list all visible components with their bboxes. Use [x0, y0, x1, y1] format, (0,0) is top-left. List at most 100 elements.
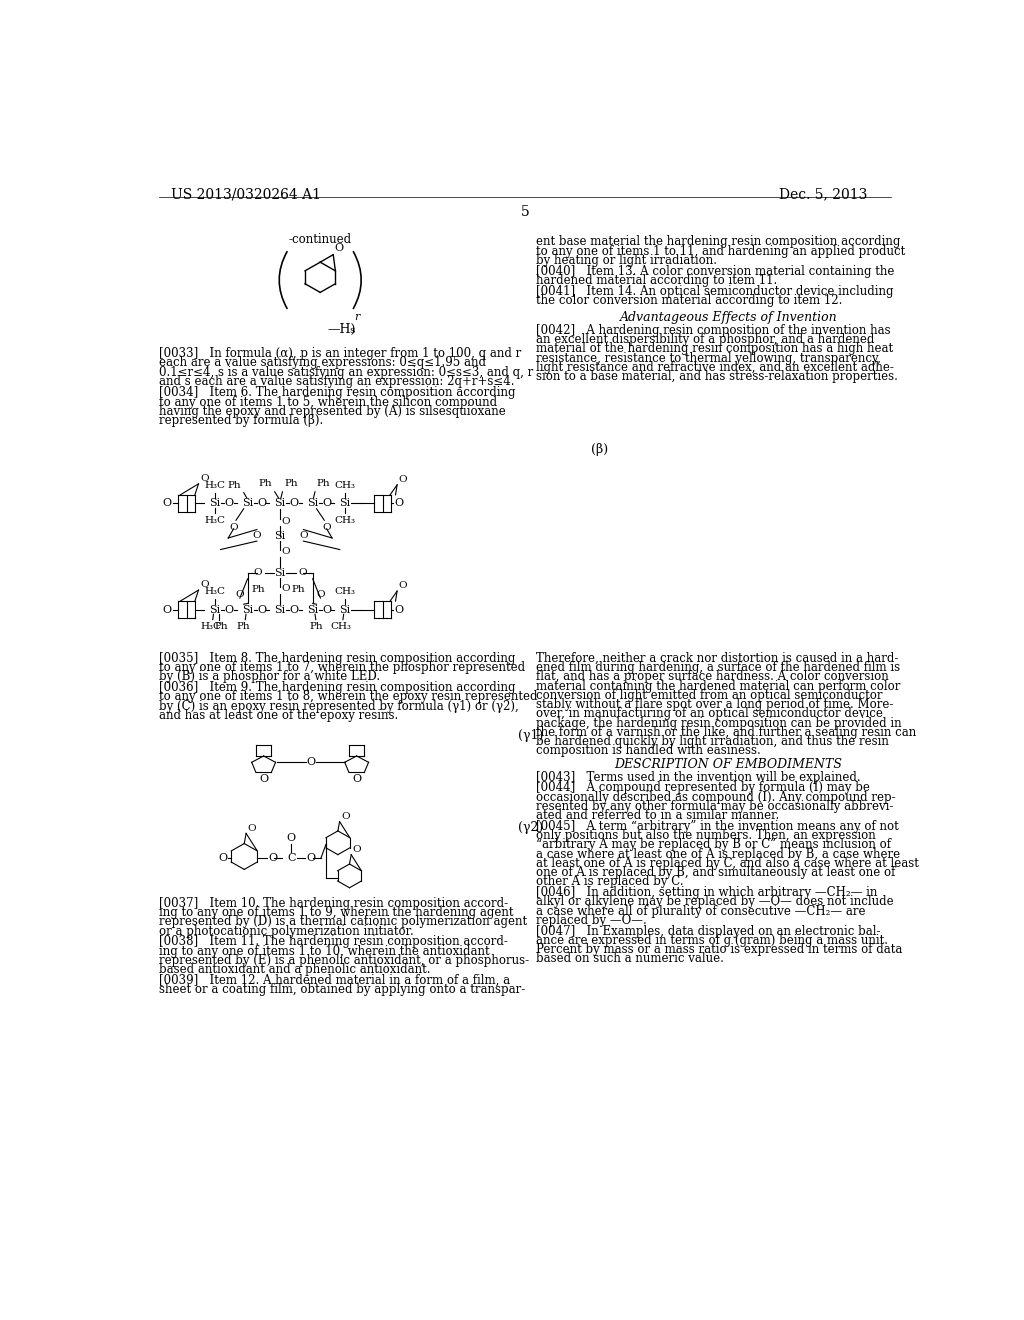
Text: Percent by mass or a mass ratio is expressed in terms of data: Percent by mass or a mass ratio is expre… [537, 942, 903, 956]
Text: O: O [218, 853, 227, 863]
Text: based on such a numeric value.: based on such a numeric value. [537, 952, 724, 965]
Text: Si: Si [274, 605, 286, 615]
Text: material containing the hardened material can perform color: material containing the hardened materia… [537, 680, 901, 693]
Text: ance are expressed in terms of g (gram) being a mass unit.: ance are expressed in terms of g (gram) … [537, 933, 889, 946]
Text: by (C) is an epoxy resin represented by formula (γ1) or (γ2),: by (C) is an epoxy resin represented by … [159, 700, 519, 713]
Text: O: O [282, 585, 291, 593]
Text: r: r [354, 313, 359, 322]
Text: Ph: Ph [227, 480, 242, 490]
Text: O: O [200, 474, 209, 483]
Text: O: O [282, 516, 291, 525]
Text: to any one of items 1 to 7, wherein the phosphor represented: to any one of items 1 to 7, wherein the … [159, 661, 525, 675]
Text: O: O [259, 774, 268, 784]
Text: ated and referred to in a similar manner.: ated and referred to in a similar manner… [537, 809, 779, 822]
Text: flat, and has a proper surface hardness. A color conversion: flat, and has a proper surface hardness.… [537, 671, 889, 684]
Text: sheet or a coating film, obtained by applying onto a transpar-: sheet or a coating film, obtained by app… [159, 983, 525, 997]
Text: Ph: Ph [214, 622, 228, 631]
Text: CH₃: CH₃ [335, 587, 355, 595]
Text: O: O [229, 524, 238, 532]
Text: to any one of items 1 to 11, and hardening an applied product: to any one of items 1 to 11, and hardeni… [537, 244, 905, 257]
Text: [0035]   Item 8. The hardening resin composition according: [0035] Item 8. The hardening resin compo… [159, 652, 515, 665]
Text: CH₃: CH₃ [335, 516, 355, 524]
Text: hardened material according to item 11.: hardened material according to item 11. [537, 275, 777, 286]
Text: material of the hardening resin composition has a high heat: material of the hardening resin composit… [537, 342, 894, 355]
Text: 0.1≤r≤4, s is a value satisfying an expression: 0≤s≤3, and q, r: 0.1≤r≤4, s is a value satisfying an expr… [159, 366, 534, 379]
Text: O: O [298, 568, 306, 577]
Text: Advantageous Effects of Invention: Advantageous Effects of Invention [620, 312, 838, 323]
Text: O: O [253, 531, 261, 540]
Text: O: O [236, 590, 244, 599]
Text: only positions but also the numbers. Then, an expression: only positions but also the numbers. The… [537, 829, 877, 842]
Text: -continued: -continued [289, 234, 352, 246]
Text: replaced by —O—.: replaced by —O—. [537, 913, 647, 927]
Text: O: O [352, 845, 361, 854]
Text: [0040]   Item 13. A color conversion material containing the: [0040] Item 13. A color conversion mater… [537, 264, 895, 277]
Text: [0036]   Item 9. The hardening resin composition according: [0036] Item 9. The hardening resin compo… [159, 681, 515, 694]
Text: and s each are a value satisfying an expression: 2q+r+s≤4.: and s each are a value satisfying an exp… [159, 375, 514, 388]
Text: O: O [394, 605, 403, 615]
Text: H₃C: H₃C [201, 622, 221, 631]
Text: O: O [398, 581, 408, 590]
Text: —H): —H) [328, 323, 356, 337]
Text: [0045]   A term “arbitrary” in the invention means any of not: [0045] A term “arbitrary” in the inventi… [537, 820, 899, 833]
Text: CH₃: CH₃ [331, 622, 352, 631]
Text: [0038]   Item 11. The hardening resin composition accord-: [0038] Item 11. The hardening resin comp… [159, 936, 508, 948]
Text: the form of a varnish or the like, and further a sealing resin can: the form of a varnish or the like, and f… [537, 726, 916, 739]
Text: O: O [224, 499, 233, 508]
Text: by (B) is a phosphor for a white LED.: by (B) is a phosphor for a white LED. [159, 671, 380, 684]
Text: an excellent dispersibility of a phosphor, and a hardened: an excellent dispersibility of a phospho… [537, 333, 874, 346]
Text: conversion of light emitted from an optical semiconductor: conversion of light emitted from an opti… [537, 689, 883, 702]
Text: ing to any one of items 1 to 9, wherein the hardening agent: ing to any one of items 1 to 9, wherein … [159, 906, 513, 919]
Text: C: C [287, 853, 296, 863]
Text: represented by (E) is a phenolic antioxidant, or a phosphorus-: represented by (E) is a phenolic antioxi… [159, 954, 529, 966]
Text: Si: Si [242, 605, 253, 615]
Text: light resistance and refractive index, and an excellent adhe-: light resistance and refractive index, a… [537, 360, 894, 374]
Text: [0037]   Item 10. The hardening resin composition accord-: [0037] Item 10. The hardening resin comp… [159, 896, 508, 909]
Text: Si: Si [307, 499, 318, 508]
Text: [0042]   A hardening resin composition of the invention has: [0042] A hardening resin composition of … [537, 323, 891, 337]
Text: [0044]   A compound represented by formula (I) may be: [0044] A compound represented by formula… [537, 781, 870, 795]
Text: H₃C: H₃C [205, 480, 225, 490]
Text: [0033]   In formula (α), p is an integer from 1 to 100, q and r: [0033] In formula (α), p is an integer f… [159, 347, 521, 360]
Text: O: O [257, 499, 266, 508]
Text: O: O [200, 581, 209, 589]
Text: CH₃: CH₃ [335, 480, 355, 490]
Text: O: O [334, 243, 343, 253]
Text: O: O [162, 605, 171, 615]
Text: having the epoxy and represented by (A) is silsesquioxane: having the epoxy and represented by (A) … [159, 405, 506, 418]
Text: O: O [254, 568, 262, 577]
Text: resistance, resistance to thermal yellowing, transparency,: resistance, resistance to thermal yellow… [537, 351, 882, 364]
Text: O: O [323, 524, 331, 532]
Text: O: O [224, 605, 233, 615]
Text: Therefore, neither a crack nor distortion is caused in a hard-: Therefore, neither a crack nor distortio… [537, 652, 899, 665]
Text: O: O [316, 590, 325, 599]
Text: stably without a flare spot over a long period of time. More-: stably without a flare spot over a long … [537, 698, 894, 711]
Text: [0034]   Item 6. The hardening resin composition according: [0034] Item 6. The hardening resin compo… [159, 387, 515, 400]
Text: ened film during hardening, a surface of the hardened film is: ened film during hardening, a surface of… [537, 661, 900, 675]
Text: ent base material the hardening resin composition according: ent base material the hardening resin co… [537, 235, 901, 248]
Text: O: O [323, 605, 331, 615]
Text: “arbitrary A may be replaced by B or C” means inclusion of: “arbitrary A may be replaced by B or C” … [537, 838, 892, 851]
Text: O: O [398, 475, 408, 484]
Text: each are a value satisfying expressions: 0≤q≤1.95 and: each are a value satisfying expressions:… [159, 356, 486, 370]
Text: represented by (D) is a thermal cationic polymerization agent: represented by (D) is a thermal cationic… [159, 915, 527, 928]
Text: O: O [323, 499, 331, 508]
Text: 5: 5 [520, 205, 529, 219]
Text: Si: Si [340, 605, 351, 615]
Text: Si: Si [209, 499, 220, 508]
Text: O: O [307, 853, 316, 863]
Text: occasionally described as compound (I). Any compound rep-: occasionally described as compound (I). … [537, 791, 896, 804]
Text: [0041]   Item 14. An optical semiconductor device including: [0041] Item 14. An optical semiconductor… [537, 285, 894, 298]
Text: one of A is replaced by B, and simultaneously at least one of: one of A is replaced by B, and simultane… [537, 866, 896, 879]
Text: sion to a base material, and has stress-relaxation properties.: sion to a base material, and has stress-… [537, 370, 898, 383]
Text: based antioxidant and a phenolic antioxidant.: based antioxidant and a phenolic antioxi… [159, 964, 430, 975]
Text: Si: Si [209, 605, 220, 615]
Text: (γ2): (γ2) [518, 821, 543, 834]
Text: O: O [162, 499, 171, 508]
Text: US 2013/0320264 A1: US 2013/0320264 A1 [171, 187, 321, 202]
Text: (γ1): (γ1) [518, 729, 543, 742]
Text: O: O [299, 531, 307, 540]
Text: Si: Si [242, 499, 253, 508]
Text: composition is handled with easiness.: composition is handled with easiness. [537, 744, 761, 758]
Text: Ph: Ph [284, 479, 298, 488]
